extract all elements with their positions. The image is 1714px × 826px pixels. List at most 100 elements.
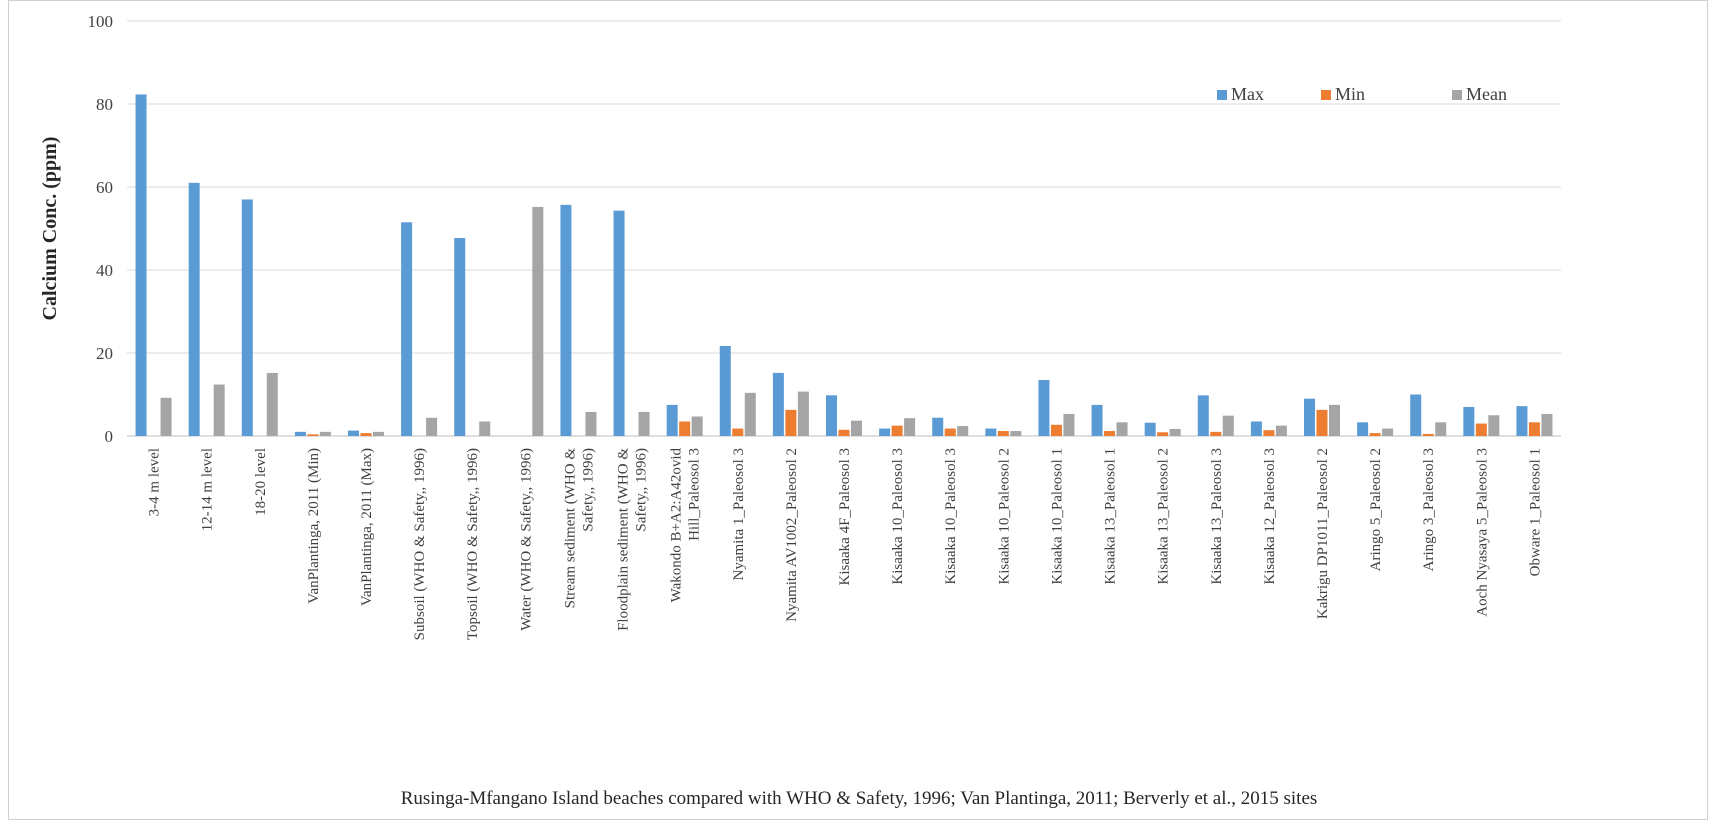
x-tick-label: Aringo 3_Paleosol 3: [1421, 448, 1437, 571]
x-tick-label: Topsoil (WHO & Safety,, 1996): [465, 448, 481, 640]
x-tick-label-line: Safety,, 1996): [634, 448, 650, 532]
x-tick-label-line: Subsoil (WHO & Safety,, 1996): [412, 448, 428, 640]
bar-min: [1475, 423, 1487, 436]
bar-mean: [797, 391, 809, 436]
legend-swatch: [1452, 90, 1462, 100]
bar-chart: 0 20 40 60 80 100 3-4 m level 12-14 m level 18-…: [39, 12, 1561, 809]
y-tick-label: 80: [96, 95, 113, 114]
y-axis-ticks: 0 20 40 60 80 100: [88, 12, 114, 446]
y-axis-title: Calcium Conc. (ppm): [39, 137, 61, 321]
bar-mean: [1116, 422, 1128, 436]
bar-min: [1210, 431, 1222, 436]
legend-label: Max: [1231, 84, 1264, 104]
x-tick-label-line: Hill_Paleosol 3: [687, 448, 703, 541]
x-axis-category-labels: 3-4 m level 12-14 m level 18-20 level VanPl…: [147, 448, 1544, 641]
bar-min: [997, 431, 1009, 436]
x-tick-label: Kisaaka 4F_Paleosol 3: [837, 448, 853, 585]
bar-min: [785, 409, 797, 436]
x-tick-label-line: Kisaaka 10_Paleosol 3: [890, 448, 906, 585]
bar-max: [613, 210, 625, 436]
bar-mean: [1063, 414, 1075, 436]
bar-mean: [744, 392, 756, 436]
bar-mean: [691, 416, 703, 436]
x-tick-label: Kisaaka 10_Paleosol 2: [996, 448, 1012, 585]
x-tick-label-line: Water (WHO & Safety,, 1996): [518, 448, 534, 631]
bar-min: [1369, 433, 1381, 436]
y-tick-label: 100: [88, 12, 114, 31]
x-tick-label: Nyamita AV1002_Paleosol 2: [784, 448, 800, 622]
chart-frame: 0 20 40 60 80 100 3-4 m level 12-14 m level 18-…: [8, 0, 1708, 820]
bar-mean: [426, 417, 438, 436]
bar-mean: [1275, 425, 1287, 436]
x-tick-label: Kisaaka 13_Paleosol 3: [1209, 448, 1225, 585]
x-tick-label-line: Kakrigu DP1011_Paleosol 2: [1315, 448, 1331, 619]
x-tick-label-line: 3-4 m level: [147, 448, 163, 516]
bar-max: [560, 204, 572, 436]
bar-mean: [532, 206, 544, 436]
bar-max: [135, 94, 147, 436]
bar-mean: [266, 372, 278, 436]
bar-max: [1038, 379, 1050, 436]
bar-max: [454, 238, 466, 436]
y-tick-label: 60: [96, 178, 113, 197]
bar-mean: [160, 397, 172, 436]
legend-item-mean: Mean: [1452, 84, 1507, 104]
bar-mean: [1541, 414, 1553, 436]
x-tick-label: Stream sediment (WHO & Safety,, 1996): [562, 448, 596, 609]
x-tick-label: Aringo 5_Paleosol 2: [1368, 448, 1384, 571]
bar-mean: [1169, 428, 1181, 436]
bar-mean: [373, 431, 384, 436]
legend-label: Mean: [1466, 84, 1507, 104]
bar-mean: [213, 384, 225, 436]
legend-item-min: Min: [1321, 84, 1365, 104]
x-tick-label: 12-14 m level: [200, 448, 216, 531]
bar-mean: [1329, 404, 1340, 436]
bar-max: [985, 428, 997, 436]
x-tick-label-line: Safety,, 1996): [580, 448, 596, 532]
x-tick-label-line: Aoch Nyasaya 5_Paleosol 3: [1474, 448, 1490, 617]
bar-min: [1157, 432, 1169, 436]
bar-min: [1422, 433, 1434, 436]
bar-max: [772, 372, 784, 436]
bar-mean: [585, 411, 597, 436]
bar-max: [1357, 422, 1369, 436]
x-tick-label-line: Kisaaka 13_Paleosol 3: [1209, 448, 1225, 585]
x-tick-label-line: Aringo 3_Paleosol 3: [1421, 448, 1437, 571]
x-tick-label-line: 18-20 level: [253, 448, 269, 516]
x-tick-label: 3-4 m level: [147, 448, 163, 516]
bar-mean: [904, 418, 916, 436]
x-tick-label-line: Nyamita 1_Paleosol 3: [731, 448, 747, 580]
bar-min: [838, 429, 850, 436]
bar-mean: [319, 431, 331, 436]
bar-max: [879, 428, 891, 436]
x-tick-label-line: Obware 1_Paleosol 1: [1527, 448, 1543, 576]
bars: [135, 94, 1553, 436]
bar-max: [1091, 404, 1103, 436]
x-tick-label-line: Floodplain sediment (WHO &: [616, 448, 632, 631]
bar-min: [1316, 409, 1328, 436]
bar-max: [1197, 395, 1209, 436]
x-tick-label-line: Kisaaka 4F_Paleosol 3: [837, 448, 853, 585]
bar-min: [1263, 430, 1275, 436]
x-tick-label-line: VanPlantinga, 2011 (Max): [359, 448, 375, 606]
bar-mean: [638, 411, 650, 436]
bar-max: [1304, 398, 1315, 436]
x-tick-label: Obware 1_Paleosol 1: [1527, 448, 1543, 576]
x-tick-label: Kisaaka 10_Paleosol 3: [890, 448, 906, 585]
x-tick-label: Kisaaka 13_Paleosol 2: [1156, 448, 1172, 585]
x-tick-label: Floodplain sediment (WHO & Safety,, 1996): [616, 448, 650, 631]
legend-label: Min: [1335, 84, 1365, 104]
x-tick-label-line: Aringo 5_Paleosol 2: [1368, 448, 1384, 571]
legend-swatch: [1217, 90, 1227, 100]
x-tick-label: Kisaaka 12_Paleosol 3: [1262, 448, 1278, 585]
x-tick-label: Aoch Nyasaya 5_Paleosol 3: [1474, 448, 1490, 617]
bar-mean: [1222, 415, 1234, 436]
bar-max: [1516, 406, 1528, 436]
x-tick-label-line: VanPlantinga, 2011 (Min): [306, 448, 322, 604]
bar-min: [360, 433, 372, 436]
legend: Max Min Mean: [1217, 84, 1507, 104]
bar-min: [1104, 431, 1116, 436]
bar-min: [1050, 424, 1062, 436]
bar-min: [944, 428, 956, 436]
bar-mean: [1382, 428, 1394, 436]
